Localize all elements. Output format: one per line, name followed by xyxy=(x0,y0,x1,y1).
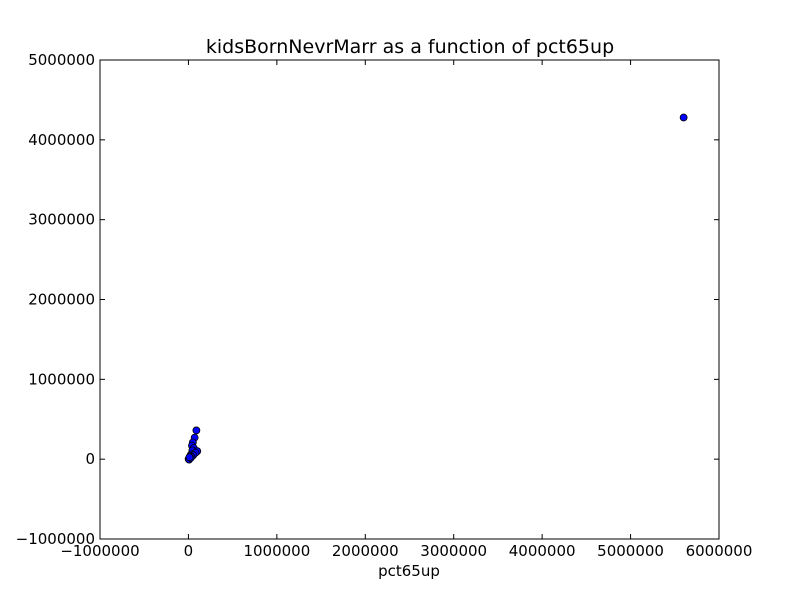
x-tick-label: 4000000 xyxy=(509,542,576,560)
y-tick-label: 5000000 xyxy=(28,51,95,69)
y-tick-label: 1000000 xyxy=(28,370,95,388)
x-tick-label: 3000000 xyxy=(420,542,487,560)
data-points xyxy=(184,113,688,464)
x-tick-label: 5000000 xyxy=(597,542,664,560)
x-tick-label: 6000000 xyxy=(686,542,753,560)
axis-tick-labels: −1000000 0 1000000 2000000 3000000 4000000 500… xyxy=(16,51,753,560)
chart-title: kidsBornNevrMarr as a function of pct65u… xyxy=(206,36,614,58)
scatter-point xyxy=(192,426,201,435)
y-tick-label: −1000000 xyxy=(16,530,95,548)
y-tick-label: 2000000 xyxy=(28,291,95,309)
y-tick-label: 4000000 xyxy=(28,131,95,149)
x-axis-label: pct65up xyxy=(378,562,440,580)
plot-area-frame xyxy=(99,59,720,540)
scatter-point xyxy=(185,453,194,462)
x-tick-label: 2000000 xyxy=(332,542,399,560)
x-tick-label: 1000000 xyxy=(243,542,310,560)
x-tick-label: −1000000 xyxy=(60,542,139,560)
x-tick-label: 0 xyxy=(184,542,194,560)
scatter-point xyxy=(679,113,688,122)
y-tick-label: 0 xyxy=(85,450,95,468)
y-tick-label: 3000000 xyxy=(28,211,95,229)
